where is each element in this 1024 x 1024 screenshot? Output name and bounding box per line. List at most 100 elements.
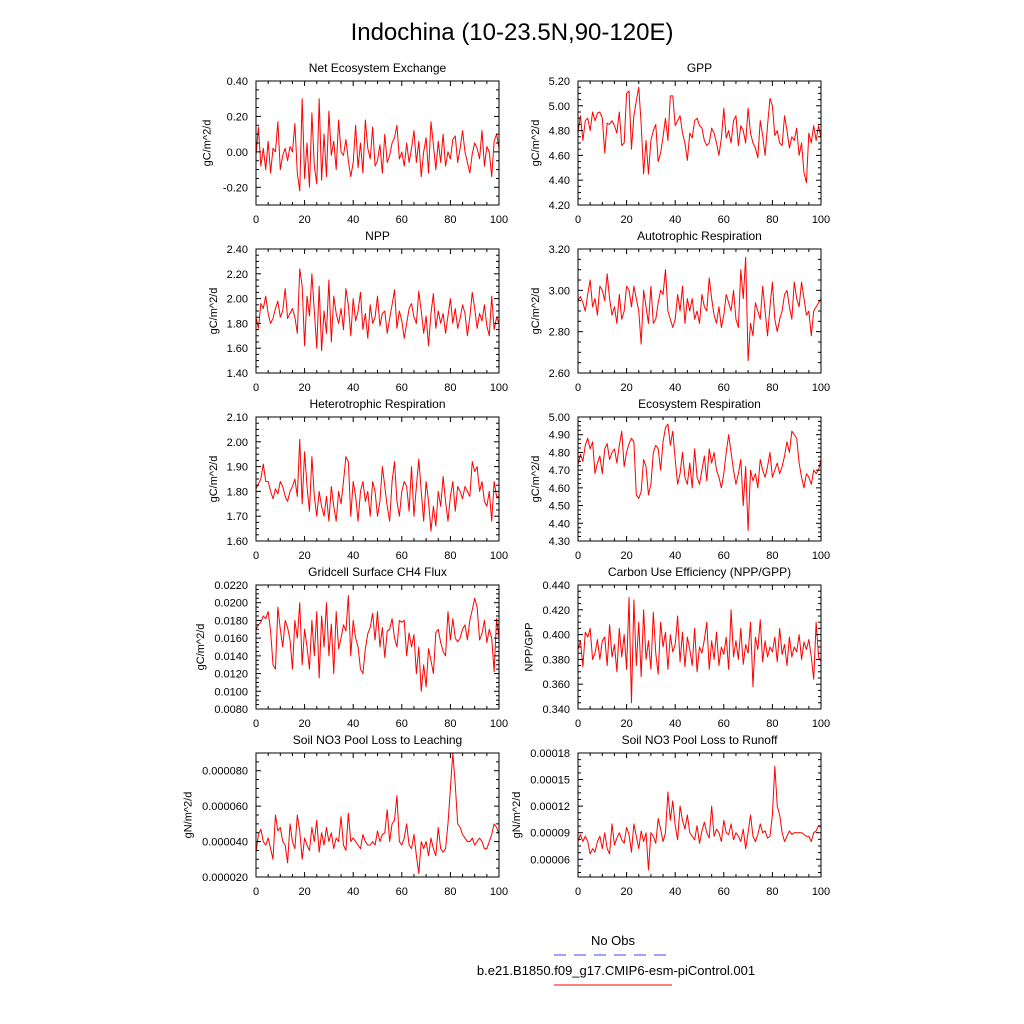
chart-panel: Net Ecosystem Exchange 0 20 40 60 80 100 -0.20 0… xyxy=(202,61,509,226)
y-tick-label: 4.80 xyxy=(549,126,570,138)
legend-obs-label: No Obs xyxy=(591,933,636,948)
x-tick-label: 40 xyxy=(347,550,359,562)
series-line xyxy=(255,268,500,352)
y-tick-label: 4.80 xyxy=(549,447,570,459)
y-tick-label: 4.40 xyxy=(549,175,570,187)
y-tick-label: 1.60 xyxy=(227,536,248,548)
y-tick-label: 0.00012 xyxy=(530,801,570,813)
y-tick-label: 0.340 xyxy=(542,704,570,716)
y-tick-label: 0.20 xyxy=(227,111,248,123)
y-axis-label: gC/m^2/d xyxy=(195,624,207,671)
panel-title: Soil NO3 Pool Loss to Runoff xyxy=(622,733,779,747)
x-tick-label: 60 xyxy=(396,886,408,898)
y-tick-label: 0.440 xyxy=(542,580,570,592)
y-tick-label: 0.000080 xyxy=(202,766,248,778)
y-axis-label: gC/m^2/d xyxy=(202,120,214,167)
legend-model-label: b.e21.B1850.f09_g17.CMIP6-esm-piControl.… xyxy=(477,963,755,978)
y-axis-label: gC/m^2/d xyxy=(530,456,542,503)
x-tick-label: 80 xyxy=(444,214,456,226)
x-tick-label: 60 xyxy=(396,550,408,562)
x-tick-label: 100 xyxy=(490,382,508,394)
plot-frame xyxy=(255,584,500,710)
x-tick-label: 60 xyxy=(396,214,408,226)
y-axis-label: gC/m^2/d xyxy=(208,456,220,503)
x-tick-label: 0 xyxy=(253,718,259,730)
y-tick-label: 4.90 xyxy=(549,430,570,442)
panel-grid: Net Ecosystem Exchange 0 20 40 60 80 100 -0.20 0… xyxy=(183,61,831,898)
y-axis-label: gN/m^2/d xyxy=(183,792,195,839)
x-tick-label: 20 xyxy=(298,550,310,562)
plot-frame xyxy=(255,248,500,374)
y-tick-label: 1.70 xyxy=(227,511,248,523)
panel-title: Heterotrophic Respiration xyxy=(309,397,445,411)
series-line xyxy=(577,423,822,531)
panel-title: Autotrophic Respiration xyxy=(637,229,762,243)
chart-panel: Soil NO3 Pool Loss to Leaching 0 20 40 60 80 1… xyxy=(183,733,509,898)
y-tick-label: 0.380 xyxy=(542,654,570,666)
y-tick-label: 4.40 xyxy=(549,518,570,530)
y-tick-label: 0.0180 xyxy=(214,615,248,627)
plot-frame xyxy=(577,752,822,878)
x-tick-label: 0 xyxy=(253,886,259,898)
y-tick-label: 2.20 xyxy=(227,269,248,281)
y-tick-label: 4.60 xyxy=(549,150,570,162)
plot-frame xyxy=(255,80,500,206)
y-tick-label: 2.80 xyxy=(549,327,570,339)
y-axis-label: gC/m^2/d xyxy=(530,288,542,335)
x-tick-label: 80 xyxy=(766,550,778,562)
y-tick-label: 0.000020 xyxy=(202,872,248,884)
chart-panel: Soil NO3 Pool Loss to Runoff 0 20 40 60 80 100… xyxy=(511,733,830,898)
x-tick-label: 80 xyxy=(766,382,778,394)
x-tick-label: 100 xyxy=(490,718,508,730)
series-line xyxy=(255,438,499,532)
plot-frame xyxy=(577,416,822,542)
x-tick-label: 80 xyxy=(444,886,456,898)
x-tick-label: 60 xyxy=(718,886,730,898)
chart-panel: GPP 0 20 40 60 80 100 4.20 4.40 4.60 4.80 5.00 5.20 g… xyxy=(530,61,830,226)
y-tick-label: 0.000060 xyxy=(202,801,248,813)
y-tick-label: 5.00 xyxy=(549,412,570,424)
plot-frame xyxy=(255,416,500,542)
x-tick-label: 40 xyxy=(669,214,681,226)
chart-panel: Autotrophic Respiration 0 20 40 60 80 100 2.60 2… xyxy=(530,229,830,394)
y-tick-label: 4.30 xyxy=(549,536,570,548)
panel-title: Gridcell Surface CH4 Flux xyxy=(308,565,447,579)
y-tick-label: 0.00 xyxy=(227,147,248,159)
x-tick-label: 100 xyxy=(812,886,830,898)
y-tick-label: 1.60 xyxy=(227,343,248,355)
y-tick-label: 3.20 xyxy=(549,244,570,256)
y-tick-label: 0.0200 xyxy=(214,598,248,610)
x-tick-label: 100 xyxy=(812,382,830,394)
panel-title: Net Ecosystem Exchange xyxy=(309,61,447,75)
x-tick-label: 60 xyxy=(718,214,730,226)
chart-panel: NPP 0 20 40 60 80 100 1.40 1.60 1.80 2.00 2.20 2.40 g… xyxy=(208,229,508,394)
y-tick-label: 1.90 xyxy=(227,462,248,474)
panel-title: Ecosystem Respiration xyxy=(638,397,761,411)
x-tick-label: 20 xyxy=(620,886,632,898)
x-tick-label: 60 xyxy=(396,382,408,394)
panel-title: Carbon Use Efficiency (NPP/GPP) xyxy=(608,565,791,579)
series-line xyxy=(577,86,822,184)
y-tick-label: 4.50 xyxy=(549,501,570,513)
y-tick-label: 5.20 xyxy=(549,76,570,88)
y-tick-label: 0.00009 xyxy=(530,828,570,840)
y-tick-label: 0.360 xyxy=(542,679,570,691)
x-tick-label: 60 xyxy=(718,550,730,562)
y-tick-label: 0.400 xyxy=(542,630,570,642)
y-tick-label: 0.40 xyxy=(227,76,248,88)
y-axis-label: gC/m^2/d xyxy=(530,120,542,167)
x-tick-label: 0 xyxy=(253,214,259,226)
x-tick-label: 100 xyxy=(490,886,508,898)
x-tick-label: 0 xyxy=(575,382,581,394)
x-tick-label: 20 xyxy=(620,382,632,394)
chart-panel: Gridcell Surface CH4 Flux 0 20 40 60 80 100 0.0… xyxy=(195,565,508,730)
x-tick-label: 100 xyxy=(812,550,830,562)
y-tick-label: 0.00015 xyxy=(530,775,570,787)
x-tick-label: 80 xyxy=(766,214,778,226)
x-tick-label: 20 xyxy=(298,886,310,898)
y-tick-label: 2.00 xyxy=(227,437,248,449)
x-tick-label: 40 xyxy=(347,214,359,226)
chart-panel: Carbon Use Efficiency (NPP/GPP) 0 20 40 60 80… xyxy=(524,565,831,730)
y-tick-label: 0.0120 xyxy=(214,669,248,681)
panel-title: GPP xyxy=(687,61,712,75)
